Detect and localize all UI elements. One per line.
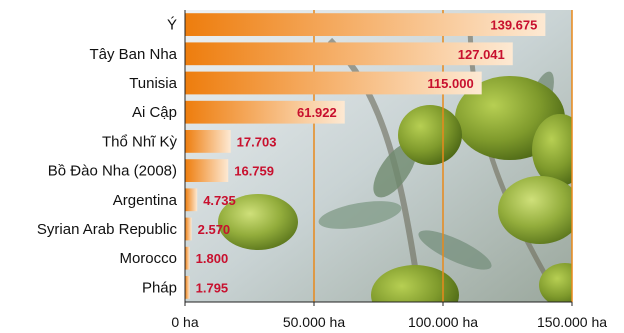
category-label: Tunisia <box>129 75 177 92</box>
value-label: 61.922 <box>297 105 337 120</box>
x-tick-label: 100.000 ha <box>408 314 478 330</box>
category-label: Argentina <box>113 192 178 209</box>
x-axis: 0 ha 50.000 ha 100.000 ha 150.000 ha <box>171 10 607 330</box>
value-label: 139.675 <box>490 18 537 33</box>
category-labels: Ý Tây Ban Nha Tunisia Ai Cập Thổ Nhĩ Kỳ Bồ Đà… <box>37 17 178 297</box>
category-label: Tây Ban Nha <box>89 46 177 63</box>
value-label: 115.000 <box>427 76 473 91</box>
value-labels: 139.675 127.041 115.000 61.922 17.703 16.759 4… <box>196 18 538 296</box>
category-label: Thổ Nhĩ Kỳ <box>102 133 178 150</box>
bar <box>185 217 192 241</box>
value-label: 4.735 <box>203 193 236 208</box>
bar <box>185 159 229 182</box>
bars <box>185 13 546 299</box>
x-tick-label: 50.000 ha <box>283 314 345 330</box>
x-tick-label: 150.000 ha <box>537 314 607 330</box>
bar <box>185 130 231 153</box>
bar <box>185 71 482 95</box>
bar <box>185 100 345 124</box>
category-label: Ý <box>167 17 177 34</box>
value-label: 1.800 <box>196 251 229 266</box>
category-label: Pháp <box>142 279 177 296</box>
category-label: Syrian Arab Republic <box>37 221 178 238</box>
category-label: Morocco <box>119 250 177 267</box>
value-label: 127.041 <box>458 47 505 62</box>
bar <box>185 188 198 212</box>
value-label: 2.570 <box>198 222 231 237</box>
bar <box>185 42 513 66</box>
value-label: 1.795 <box>196 280 229 295</box>
category-label: Ai Cập <box>132 104 177 121</box>
x-tick-label: 0 ha <box>171 314 198 330</box>
category-label: Bồ Đào Nha (2008) <box>48 163 177 180</box>
bar <box>185 276 190 299</box>
value-label: 17.703 <box>237 134 277 149</box>
bar <box>185 13 546 36</box>
bar <box>185 246 190 270</box>
value-label: 16.759 <box>234 164 274 179</box>
